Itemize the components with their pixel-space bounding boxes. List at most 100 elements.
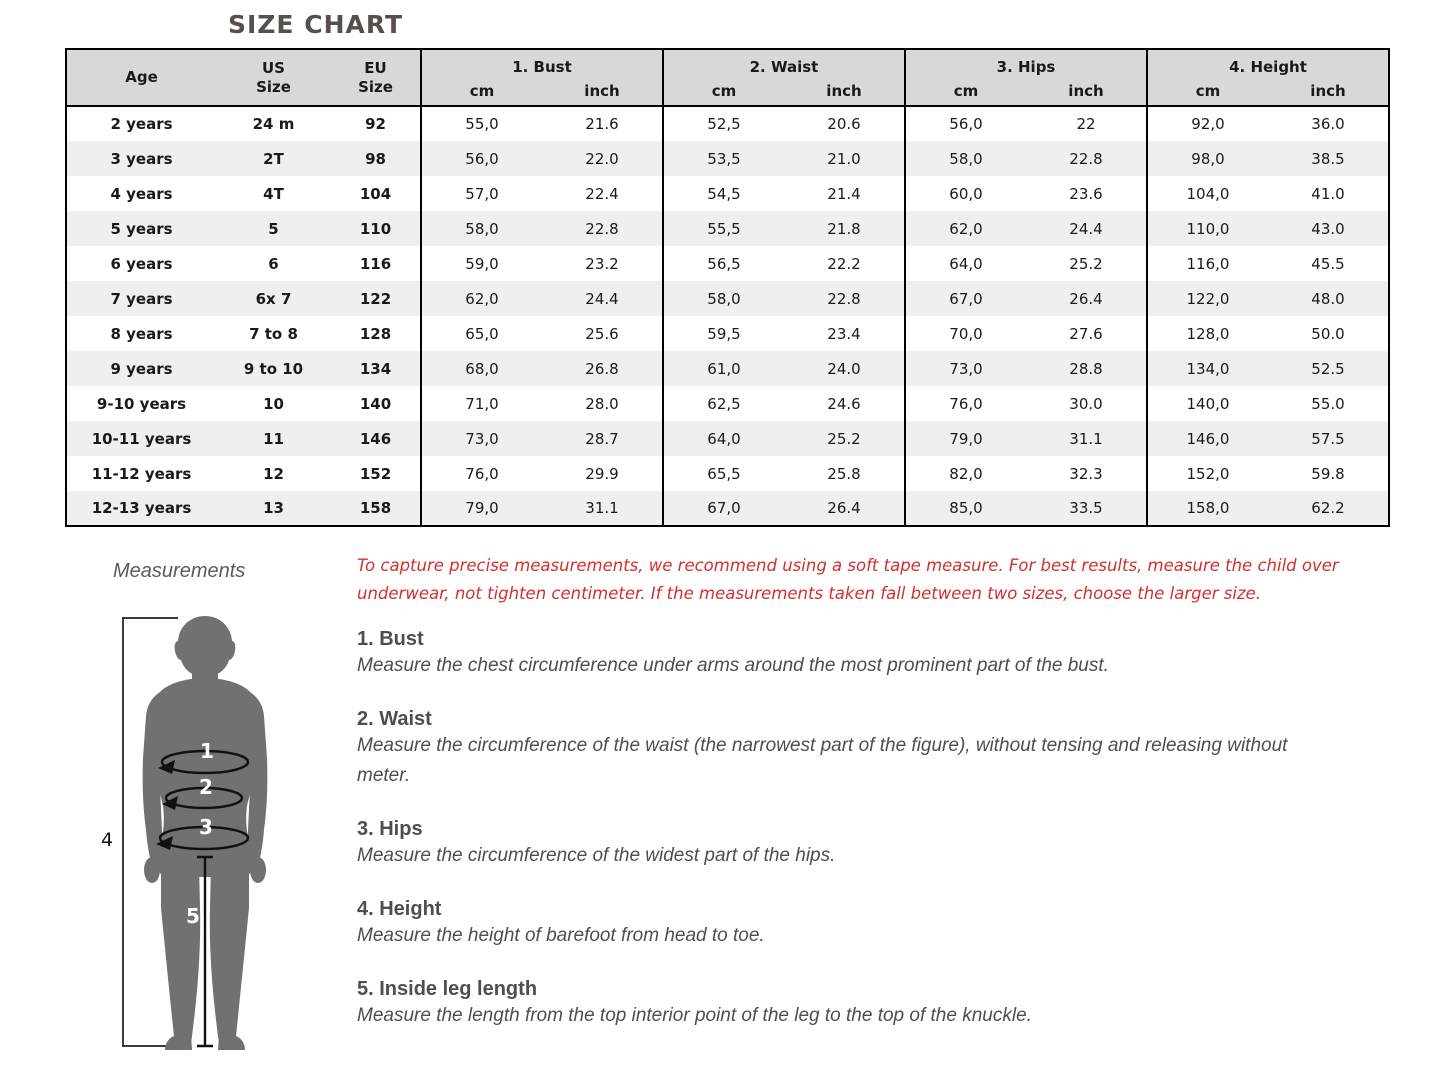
table-cell: 54,5	[662, 176, 784, 211]
table-cell: 110	[331, 211, 421, 246]
table-cell: 67,0	[904, 281, 1026, 316]
table-cell: 55.0	[1311, 394, 1345, 413]
table-cell: 6	[268, 254, 279, 273]
measurements-label: Measurements	[113, 560, 246, 582]
size-table-body: 2 years 24 m 92 55,0 21.6 52,5 20.6 56,0 22 92,0 3…	[66, 106, 1389, 526]
table-row: 5 years 5 110 58,0 22.8 55,5 21.8 62,0 24.4 110,0…	[66, 211, 1389, 246]
table-cell: 85,0	[904, 491, 1026, 526]
table-cell: 50.0	[1311, 324, 1345, 343]
col-header-bust: 1. Bust	[420, 49, 663, 79]
table-cell: 5 years	[66, 211, 216, 246]
table-cell: 79,0	[904, 421, 1026, 456]
section-title: 1. Bust	[357, 628, 424, 650]
table-cell: 8 years	[110, 324, 173, 343]
table-cell: 24 m	[252, 115, 295, 133]
measurement-section: 3. Hips Measure the circumference of the…	[357, 817, 1317, 871]
table-cell: 122	[331, 281, 421, 316]
table-cell: 22.2	[827, 254, 861, 273]
table-row: 7 years 6x 7 122 62,0 24.4 58,0 22.8 67,0 26.4 12…	[66, 281, 1389, 316]
table-cell: 11-12 years	[91, 464, 192, 483]
table-cell: 24.4	[1026, 211, 1147, 246]
measurement-section: 1. Bust Measure the chest circumference …	[357, 627, 1317, 681]
table-cell: 38.5	[1268, 141, 1389, 176]
unit-header-inch: inch	[1026, 79, 1147, 107]
table-row: 10-11 years 11 146 73,0 28.7 64,0 25.2 79,0 31.1…	[66, 421, 1389, 456]
table-cell: 12	[263, 464, 284, 483]
table-cell: 32.3	[1069, 464, 1103, 483]
table-cell: 25.2	[784, 421, 905, 456]
table-cell: 22.8	[784, 281, 905, 316]
table-cell: 158,0	[1146, 491, 1268, 526]
col-header-waist: 2. Waist	[662, 49, 905, 79]
table-cell: 158	[331, 491, 421, 526]
table-cell: 59,5	[662, 316, 784, 351]
table-cell: 60,0	[904, 176, 1026, 211]
table-cell: 41.0	[1311, 184, 1345, 203]
table-row: 2 years 24 m 92 55,0 21.6 52,5 20.6 56,0 22 92,0 3…	[66, 106, 1389, 141]
table-cell: 21.6	[585, 115, 619, 133]
hips-arrow-icon	[156, 836, 173, 850]
table-cell: 70,0	[904, 316, 1026, 351]
measurement-section: 5. Inside leg length Measure the length …	[357, 977, 1317, 1031]
table-cell: 11	[216, 421, 331, 456]
table-cell: 56,0	[420, 141, 542, 176]
unit-header-inch: inch	[542, 79, 663, 107]
table-row: 6 years 6 116 59,0 23.2 56,5 22.2 64,0 25.2 116,0…	[66, 246, 1389, 281]
table-cell: 52.5	[1268, 351, 1389, 386]
table-cell: 76,0	[420, 456, 542, 491]
table-cell: 61,0	[662, 351, 784, 386]
table-cell: 62,0	[904, 211, 1026, 246]
table-cell: 4 years	[110, 184, 173, 203]
table-cell: 68,0	[420, 351, 542, 386]
page-title: SIZE CHART	[228, 10, 404, 39]
measurement-section: 4. Height Measure the height of barefoot…	[357, 897, 1317, 951]
table-cell: 59,0	[420, 246, 542, 281]
table-cell: 12-13 years	[66, 491, 216, 526]
figure-label-inside-leg: 5	[186, 904, 200, 928]
table-cell: 92	[365, 115, 386, 133]
figure-label-hips: 3	[199, 815, 213, 839]
table-cell: 22.4	[585, 184, 619, 203]
table-cell: 28.7	[542, 421, 663, 456]
hips-ellipse	[158, 825, 250, 851]
table-cell: 31.1	[1026, 421, 1147, 456]
bust-ellipse	[160, 749, 250, 775]
table-cell: 59.8	[1311, 464, 1345, 483]
waist-ellipse	[164, 786, 244, 810]
table-cell: 134	[331, 351, 421, 386]
figure-label-bust: 1	[200, 739, 214, 763]
table-cell: 26.4	[1026, 281, 1147, 316]
table-cell: 21.8	[784, 211, 905, 246]
table-cell: 55,0	[420, 106, 542, 141]
height-bracket	[122, 617, 185, 1047]
table-cell: 26.4	[784, 491, 905, 526]
col-header-us-size: US Size	[216, 49, 331, 107]
table-header: Age US Size EU Size 1. Bust 2. Waist 3. …	[66, 49, 1389, 107]
table-cell: 5	[216, 211, 331, 246]
table-cell: 53,5	[662, 141, 784, 176]
section-description: Measure the height of barefoot from head…	[357, 925, 765, 946]
table-cell: 30.0	[1069, 394, 1103, 413]
table-cell: 152,0	[1146, 456, 1268, 491]
table-row: 3 years 2T 98 56,0 22.0 53,5 21.0 58,0 22.8 98,0 3…	[66, 141, 1389, 176]
table-cell: 27.6	[1069, 324, 1103, 343]
table-cell: 146	[331, 421, 421, 456]
body-measurement-diagram: 1 2 3 4 5	[85, 608, 335, 1070]
table-cell: 58,0	[904, 141, 1026, 176]
table-cell: 140	[359, 394, 392, 413]
table-cell: 10	[263, 394, 284, 413]
table-cell: 43.0	[1268, 211, 1389, 246]
waist-arrow-icon	[162, 796, 178, 810]
table-cell: 29.9	[585, 464, 619, 483]
table-cell: 146,0	[1146, 421, 1268, 456]
table-cell: 82,0	[904, 456, 1026, 491]
table-cell: 79,0	[420, 491, 542, 526]
table-cell: 58,0	[420, 211, 542, 246]
table-row: 9-10 years 10 140 71,0 28.0 62,5 24.6 76,0 30.0 1…	[66, 386, 1389, 421]
col-header-age: Age	[66, 49, 216, 107]
size-chart-table: Age US Size EU Size 1. Bust 2. Waist 3. …	[65, 48, 1390, 527]
table-cell: 24.4	[542, 281, 663, 316]
table-cell: 21.4	[827, 184, 861, 203]
section-title: 5. Inside leg length	[357, 978, 538, 1000]
table-cell: 73,0	[420, 421, 542, 456]
